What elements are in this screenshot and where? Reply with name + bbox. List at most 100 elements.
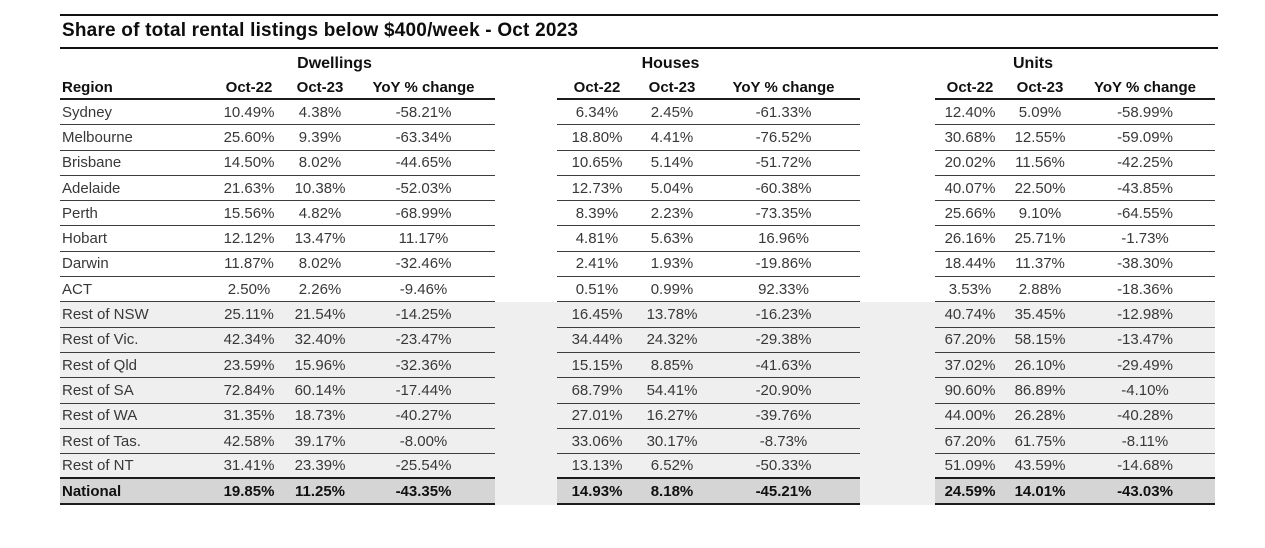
value-cell-rest-of-nsw-units-oct-23: 35.45% [1005,302,1075,328]
value-cell-adelaide-units-yoy-change: -43.85% [1075,176,1215,202]
value-cell-hobart-dwellings-yoy-change: 11.17% [352,226,495,252]
value-cell-rest-of-nsw-houses-yoy-change: -16.23% [707,302,860,328]
value-cell-rest-of-sa-units-oct-23: 86.89% [1005,378,1075,404]
value-cell-rest-of-nt-units-oct-22: 51.09% [935,454,1005,480]
group-title-houses: Houses [641,55,700,72]
value-cell-melbourne-units-yoy-change: -59.09% [1075,125,1215,151]
value-cell-national-houses-oct-22: 14.93% [557,479,637,505]
value-cell-adelaide-dwellings-oct-23: 10.38% [288,176,352,202]
value-cell-rest-of-nt-houses-oct-22: 13.13% [557,454,637,480]
value-cell-national-houses-yoy-change: -45.21% [707,479,860,505]
value-cell-rest-of-sa-houses-oct-23: 54.41% [637,378,707,404]
region-cell-national: National [60,479,210,505]
value-cell-adelaide-units-oct-23: 22.50% [1005,176,1075,202]
value-cell-rest-of-vic-units-oct-22: 67.20% [935,327,1005,353]
value-cell-rest-of-vic-units-oct-23: 58.15% [1005,327,1075,353]
value-cell-adelaide-houses-yoy-change: -60.38% [707,176,860,202]
value-cell-brisbane-units-oct-22: 20.02% [935,151,1005,176]
group-gap [860,378,935,404]
group-gap [495,176,557,201]
value-cell-brisbane-dwellings-oct-22: 14.50% [210,151,288,176]
value-cell-darwin-dwellings-oct-23: 8.02% [288,252,352,278]
value-cell-sydney-units-oct-22: 12.40% [935,100,1005,126]
value-cell-rest-of-vic-dwellings-yoy-change: -23.47% [352,327,495,353]
value-cell-rest-of-nt-dwellings-oct-23: 23.39% [288,454,352,480]
value-cell-melbourne-dwellings-yoy-change: -63.34% [352,125,495,151]
group-gap [495,201,557,226]
group-gap [860,454,935,480]
value-cell-darwin-dwellings-yoy-change: -32.46% [352,252,495,278]
value-cell-rest-of-wa-dwellings-oct-22: 31.35% [210,403,288,429]
value-cell-brisbane-houses-yoy-change: -51.72% [707,151,860,176]
value-cell-act-houses-oct-23: 0.99% [637,277,707,303]
value-cell-hobart-dwellings-oct-23: 13.47% [288,226,352,252]
value-cell-rest-of-nsw-houses-oct-23: 13.78% [637,302,707,328]
region-cell-sydney: Sydney [60,100,210,126]
value-cell-national-dwellings-oct-22: 19.85% [210,479,288,505]
group-gap [860,479,935,505]
value-cell-brisbane-houses-oct-22: 10.65% [557,151,637,176]
value-cell-rest-of-qld-dwellings-oct-23: 15.96% [288,352,352,379]
rental-listings-table: Dwellings Houses Units Region Oct-22 Oct-23 Yo… [60,52,1215,505]
value-cell-rest-of-tas-units-oct-23: 61.75% [1005,428,1075,455]
value-cell-perth-dwellings-oct-23: 4.82% [288,201,352,227]
value-cell-darwin-houses-oct-23: 1.93% [637,252,707,278]
group-gap [495,454,557,480]
value-cell-rest-of-qld-units-yoy-change: -29.49% [1075,352,1215,379]
value-cell-hobart-houses-oct-22: 4.81% [557,226,637,252]
value-cell-rest-of-tas-units-yoy-change: -8.11% [1075,428,1215,455]
value-cell-rest-of-tas-units-oct-22: 67.20% [935,428,1005,455]
column-header-houses-oct-22: Oct-22 [557,76,637,100]
group-gap [495,151,557,176]
column-header-units-yoy-change: YoY % change [1075,76,1215,100]
value-cell-rest-of-qld-houses-yoy-change: -41.63% [707,352,860,379]
value-cell-brisbane-units-oct-23: 11.56% [1005,151,1075,176]
value-cell-sydney-houses-oct-22: 6.34% [557,100,637,126]
value-cell-darwin-units-oct-23: 11.37% [1005,252,1075,278]
group-gap [860,201,935,226]
value-cell-rest-of-nsw-dwellings-oct-22: 25.11% [210,302,288,328]
value-cell-national-dwellings-yoy-change: -43.35% [352,479,495,505]
group-gap [495,302,557,328]
value-cell-melbourne-dwellings-oct-23: 9.39% [288,125,352,151]
value-cell-rest-of-sa-houses-yoy-change: -20.90% [707,378,860,404]
value-cell-rest-of-qld-units-oct-23: 26.10% [1005,352,1075,379]
value-cell-national-units-oct-23: 14.01% [1005,479,1075,505]
value-cell-rest-of-vic-dwellings-oct-23: 32.40% [288,327,352,353]
value-cell-perth-units-oct-23: 9.10% [1005,201,1075,227]
value-cell-rest-of-nsw-dwellings-oct-23: 21.54% [288,302,352,328]
value-cell-rest-of-sa-units-oct-22: 90.60% [935,378,1005,404]
value-cell-rest-of-vic-dwellings-oct-22: 42.34% [210,327,288,353]
group-title-units: Units [1013,55,1053,72]
group-gap [860,252,935,277]
value-cell-rest-of-nsw-dwellings-yoy-change: -14.25% [352,302,495,328]
value-cell-hobart-units-yoy-change: -1.73% [1075,226,1215,252]
group-title-dwellings: Dwellings [297,55,372,72]
value-cell-melbourne-units-oct-22: 30.68% [935,125,1005,151]
value-cell-rest-of-wa-units-oct-22: 44.00% [935,403,1005,429]
value-cell-rest-of-qld-dwellings-yoy-change: -32.36% [352,352,495,379]
value-cell-rest-of-nt-dwellings-yoy-change: -25.54% [352,454,495,480]
value-cell-rest-of-qld-units-oct-22: 37.02% [935,352,1005,379]
region-cell-act: ACT [60,277,210,303]
value-cell-perth-dwellings-yoy-change: -68.99% [352,201,495,227]
value-cell-rest-of-wa-units-oct-23: 26.28% [1005,403,1075,429]
value-cell-rest-of-wa-dwellings-oct-23: 18.73% [288,403,352,429]
value-cell-act-dwellings-oct-23: 2.26% [288,277,352,303]
group-gap [495,378,557,404]
column-header-houses-oct-23: Oct-23 [637,76,707,100]
value-cell-rest-of-wa-houses-oct-23: 16.27% [637,403,707,429]
region-cell-rest-of-wa: Rest of WA [60,403,210,429]
column-header-houses-yoy-change: YoY % change [707,76,860,100]
value-cell-rest-of-nt-houses-oct-23: 6.52% [637,454,707,480]
column-header-dwellings-oct-23: Oct-23 [288,76,352,100]
value-cell-rest-of-nsw-units-yoy-change: -12.98% [1075,302,1215,328]
value-cell-melbourne-units-oct-23: 12.55% [1005,125,1075,151]
value-cell-hobart-houses-yoy-change: 16.96% [707,226,860,252]
group-gap [860,226,935,251]
value-cell-adelaide-houses-oct-23: 5.04% [637,176,707,202]
value-cell-adelaide-units-oct-22: 40.07% [935,176,1005,202]
value-cell-rest-of-tas-houses-yoy-change: -8.73% [707,428,860,455]
value-cell-rest-of-wa-houses-yoy-change: -39.76% [707,403,860,429]
value-cell-rest-of-nt-dwellings-oct-22: 31.41% [210,454,288,480]
